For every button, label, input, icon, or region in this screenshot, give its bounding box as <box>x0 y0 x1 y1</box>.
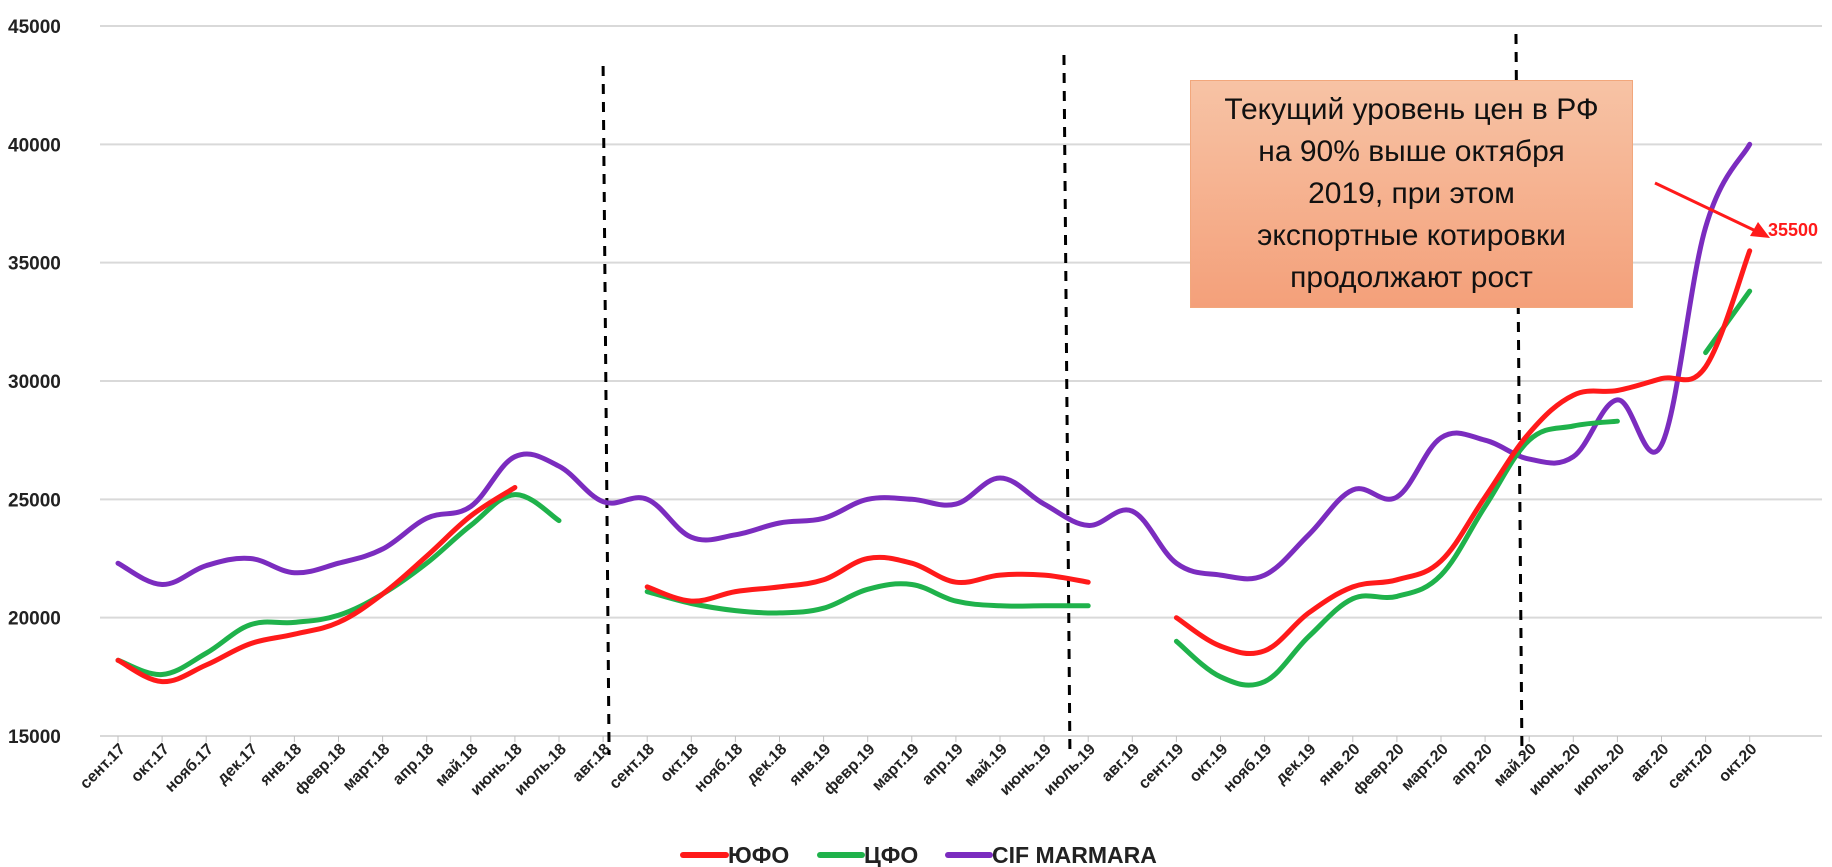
legend-label-cif-marmara: CIF MARMARA <box>992 842 1157 867</box>
legend-label-cfo: ЦФО <box>864 842 918 867</box>
callout-box: Текущий уровень цен в РФ на 90% выше окт… <box>1190 80 1633 308</box>
x-axis-ticks: сент.17 окт.17нояб.17дек.17янв.18февр.18м… <box>77 736 1761 799</box>
series-line-юфо <box>644 554 1091 604</box>
x-tick-label: сент.17 <box>77 741 129 793</box>
x-tick-label: март.20 <box>1398 741 1452 795</box>
y-tick-label: 15000 <box>8 727 61 748</box>
series-line-цфо <box>644 581 1091 616</box>
legend-label-ufo: ЮФО <box>728 842 789 867</box>
x-tick-label: окт.20 <box>1716 741 1761 786</box>
y-tick-label: 20000 <box>8 609 61 630</box>
x-tick-label: дек.17 <box>214 741 261 788</box>
x-tick-label: март.18 <box>340 741 394 795</box>
x-tick-label: дек.19 <box>1273 741 1320 788</box>
period-divider <box>601 65 611 756</box>
x-tick-label: нояб.19 <box>1220 741 1275 796</box>
y-tick-label: 45000 <box>8 17 61 38</box>
x-tick-label: нояб.18 <box>691 741 746 796</box>
series-line-cif-marmara <box>115 141 1753 588</box>
series-line-юфо <box>115 485 518 685</box>
series-lines <box>115 141 1753 688</box>
period-divider <box>1062 54 1072 756</box>
y-axis-ticks: 15000 20000 25000 30000 35000 40000 45000 <box>8 17 61 748</box>
red-arrow-line <box>1654 181 1761 235</box>
x-tick-label: апр.20 <box>1448 741 1496 789</box>
red-arrow-head <box>1750 222 1770 238</box>
value-label-35500: 35500 <box>1768 220 1818 240</box>
x-tick-label: сент.18 <box>606 741 658 793</box>
callout-arrow <box>1654 181 1770 238</box>
y-tick-label: 35000 <box>8 254 61 275</box>
legend: ЮФО ЦФО CIF MARMARA <box>680 842 1157 867</box>
series-line-юфо <box>1173 248 1753 657</box>
series-line-цфо <box>1173 418 1620 688</box>
period-dividers <box>601 33 1524 756</box>
series-line-цфо <box>115 492 562 678</box>
x-tick-label: апр.19 <box>919 741 967 789</box>
x-tick-label: сент.20 <box>1665 741 1717 793</box>
y-tick-label: 40000 <box>8 135 61 156</box>
y-tick-label: 25000 <box>8 490 61 511</box>
callout-text: Текущий уровень цен в РФ на 90% выше окт… <box>1224 93 1599 294</box>
period-divider <box>1514 33 1524 756</box>
x-tick-label: сент.19 <box>1136 741 1188 793</box>
x-tick-label: нояб.17 <box>162 741 217 796</box>
x-tick-label: дек.18 <box>743 741 790 788</box>
x-tick-label: апр.18 <box>390 741 438 789</box>
y-tick-label: 30000 <box>8 372 61 393</box>
x-tick-label: март.19 <box>869 741 923 795</box>
